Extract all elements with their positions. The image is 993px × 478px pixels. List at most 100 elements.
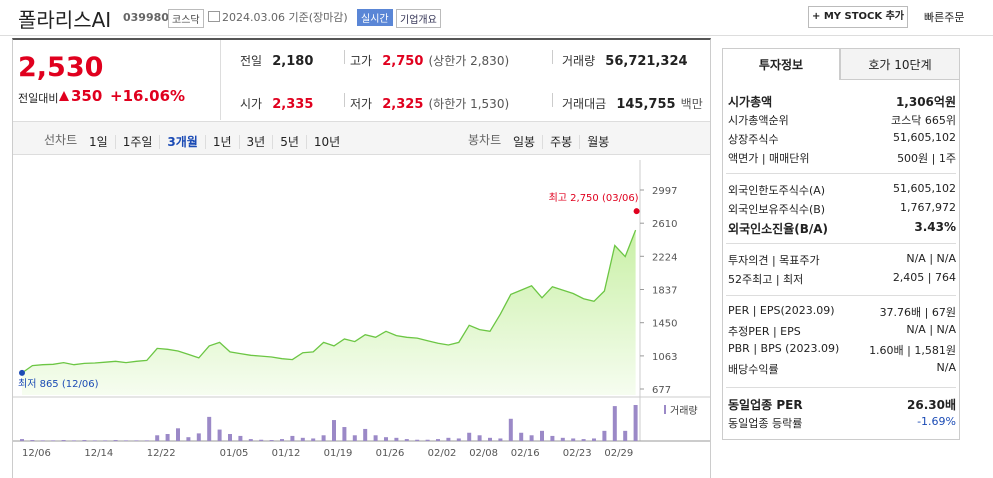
period-tab[interactable]: 10년 xyxy=(313,135,341,149)
info-value: 1,767,972 xyxy=(900,201,956,214)
info-label: 추정PER | EPS xyxy=(728,325,801,338)
change-pct: +16.06% xyxy=(110,87,186,105)
info-label: 투자의견 | 목표주가 xyxy=(728,254,820,267)
period-tab[interactable]: 1년 xyxy=(205,135,240,149)
volume-bar xyxy=(415,439,420,441)
volume-bar xyxy=(456,438,461,441)
candle-tab[interactable]: 주봉 xyxy=(543,135,581,149)
stat: 거래대금 145,755 백만 xyxy=(562,93,703,112)
volume-bar xyxy=(550,435,555,441)
volume-bar xyxy=(394,437,399,441)
info-label: 동일업종 PER xyxy=(728,398,803,412)
stock-name: 폴라리스AI xyxy=(18,8,112,32)
x-tick-label: 01/12 xyxy=(272,448,301,459)
volume-bar xyxy=(488,437,492,441)
x-tick-label: 02/29 xyxy=(604,448,633,459)
volume-bar xyxy=(446,437,451,441)
candle-periods: 일봉 주봉 월봉 xyxy=(506,131,616,150)
stat-value: 2,750 xyxy=(382,54,424,69)
y-tick-label: 677 xyxy=(652,385,671,396)
info-label: 52주최고 | 최저 xyxy=(728,273,804,286)
volume-bar xyxy=(269,440,274,441)
my-stock-button[interactable]: + MY STOCK 추가 xyxy=(808,6,908,28)
info-row: 상장주식수 51,605,102 xyxy=(728,131,956,147)
info-row: 추정PER | EPS N/A | N/A xyxy=(728,323,956,339)
x-tick-label: 02/23 xyxy=(563,448,592,459)
x-tick-label: 02/16 xyxy=(511,448,540,459)
info-row: 동일업종 PER 26.30배 xyxy=(728,396,956,413)
y-tick-label: 1450 xyxy=(652,319,677,330)
stat: 거래량 56,721,324 xyxy=(562,50,688,69)
realtime-badge[interactable]: 실시간 xyxy=(357,9,393,26)
volume-bar xyxy=(20,439,24,441)
volume-bar xyxy=(228,434,232,441)
side-tab[interactable]: 호가 10단계 xyxy=(840,48,960,80)
stat-value: 2,180 xyxy=(272,54,314,69)
divider xyxy=(344,50,345,64)
divider xyxy=(552,93,553,107)
volume-bar xyxy=(30,440,35,441)
volume-bar xyxy=(436,439,440,441)
info-label: PBR | BPS (2023.09) xyxy=(728,342,840,355)
company-info[interactable]: 기업개요 xyxy=(396,9,441,28)
stat-label: 거래대금 xyxy=(562,97,607,111)
side-box xyxy=(722,80,960,440)
volume-bar xyxy=(311,438,316,441)
period-tab[interactable]: 1주일 xyxy=(115,135,161,149)
candle-tab[interactable]: 일봉 xyxy=(506,135,544,149)
section-divider xyxy=(726,387,956,388)
volume-bar xyxy=(404,439,409,441)
stat: 시가 2,335 xyxy=(240,93,313,112)
volume-bar xyxy=(134,440,139,441)
period-tab[interactable]: 5년 xyxy=(273,135,307,149)
main-box xyxy=(12,38,711,478)
volume-bar xyxy=(186,437,191,441)
volume-bar xyxy=(519,432,524,441)
volume-bar xyxy=(363,428,368,441)
volume-bar xyxy=(144,440,149,441)
x-tick-label: 02/08 xyxy=(469,448,498,459)
section-divider xyxy=(726,243,956,244)
volume-bar xyxy=(82,440,87,441)
period-tab[interactable]: 3년 xyxy=(239,135,274,149)
legend-label: 거래량 xyxy=(670,405,698,417)
x-tick-label: 01/26 xyxy=(376,448,405,459)
side-tab[interactable]: 투자정보 xyxy=(722,48,840,80)
info-row: 시가총액순위 코스닥 665위 xyxy=(728,112,956,128)
volume-bar xyxy=(612,406,617,441)
current-price: 2,530 xyxy=(18,52,104,83)
low-point xyxy=(19,369,25,376)
info-value: 3.43% xyxy=(914,220,956,234)
period-tab[interactable]: 3개월 xyxy=(160,135,206,149)
volume-bar xyxy=(290,435,295,441)
info-value: N/A xyxy=(936,361,956,374)
high-point xyxy=(633,208,640,215)
info-value: 500원 | 1주 xyxy=(897,152,956,165)
x-tick-label: 12/22 xyxy=(147,448,176,459)
divider xyxy=(220,40,221,120)
x-tick-label: 12/14 xyxy=(84,448,113,459)
info-label: 외국인보유주식수(B) xyxy=(728,203,826,216)
volume-bar xyxy=(238,435,243,441)
section-divider xyxy=(726,173,956,174)
x-tick-label: 01/05 xyxy=(220,448,249,459)
y-tick-label: 2224 xyxy=(652,252,677,263)
volume-bar xyxy=(103,440,108,441)
stat-value: 145,755 xyxy=(616,97,676,112)
info-row: 배당수익률 N/A xyxy=(728,361,956,377)
stat-value: 2,335 xyxy=(272,97,314,112)
quick-order[interactable]: 빠른주문 xyxy=(924,11,965,24)
legend-swatch xyxy=(664,405,666,414)
info-value: 코스닥 665위 xyxy=(891,114,956,127)
divider xyxy=(0,35,993,36)
period-tab[interactable]: 1일 xyxy=(82,135,116,149)
volume-bar xyxy=(321,435,326,441)
candle-tab[interactable]: 월봉 xyxy=(587,135,610,149)
volume-bar xyxy=(155,435,160,441)
volume-bar xyxy=(207,416,212,441)
info-value: 51,605,102 xyxy=(893,182,956,195)
stat-label: 거래량 xyxy=(562,54,596,68)
x-tick-label: 02/02 xyxy=(428,448,457,459)
info-label: 액면가 | 매매단위 xyxy=(728,152,810,165)
